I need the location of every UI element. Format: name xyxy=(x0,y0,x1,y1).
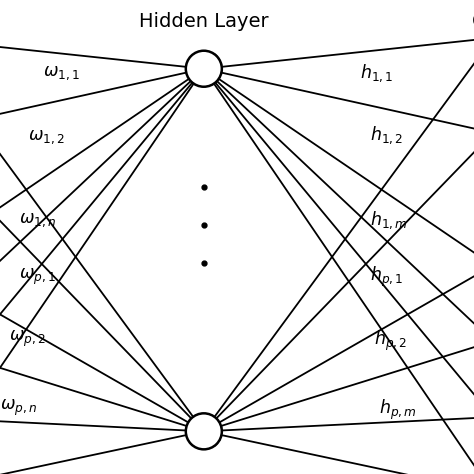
Circle shape xyxy=(186,51,222,87)
Text: $\omega_{1,2}$: $\omega_{1,2}$ xyxy=(28,128,65,146)
Circle shape xyxy=(186,413,222,449)
Text: $\omega_{1,1}$: $\omega_{1,1}$ xyxy=(43,64,80,82)
Text: Hidden Layer: Hidden Layer xyxy=(139,12,269,31)
Text: $h_{1,1}$: $h_{1,1}$ xyxy=(360,63,394,84)
Text: $h_{1,m}$: $h_{1,m}$ xyxy=(370,210,408,231)
Text: $h_{p,1}$: $h_{p,1}$ xyxy=(370,265,403,290)
Text: O: O xyxy=(472,12,474,31)
Text: $\omega_{p,1}$: $\omega_{p,1}$ xyxy=(19,267,56,287)
Text: $\omega_{p,2}$: $\omega_{p,2}$ xyxy=(9,329,46,349)
Text: $h_{p,m}$: $h_{p,m}$ xyxy=(379,398,417,422)
Text: $\omega_{1,n}$: $\omega_{1,n}$ xyxy=(19,211,56,229)
Text: $h_{1,2}$: $h_{1,2}$ xyxy=(370,124,403,146)
Text: $\omega_{p,n}$: $\omega_{p,n}$ xyxy=(0,398,37,418)
Text: $h_{p,2}$: $h_{p,2}$ xyxy=(374,329,408,354)
